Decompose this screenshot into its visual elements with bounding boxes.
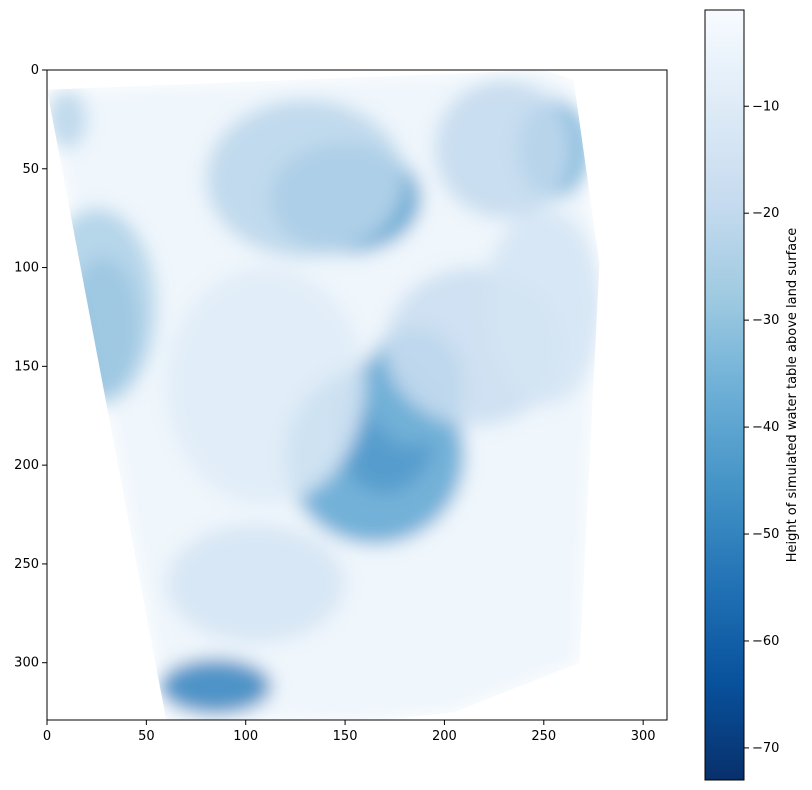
y-tick-label: 250 (14, 557, 39, 572)
colorbar-tick-label: −70 (752, 741, 779, 756)
heatmap-layer (47, 70, 647, 720)
colorbar-tick-label: −10 (752, 99, 779, 114)
heatmap-cell-6 (47, 208, 157, 406)
x-tick-label: 250 (531, 729, 556, 744)
heatmap-cell-9 (434, 79, 574, 219)
y-tick-label: 300 (14, 656, 39, 671)
y-axis: 0 50 100 150 200 250 300 (14, 63, 47, 671)
x-tick-label: 0 (43, 729, 51, 744)
y-tick-label: 200 (14, 458, 39, 473)
colorbar-tick-label: −20 (752, 206, 779, 221)
y-tick-label: 50 (22, 162, 39, 177)
colorbar-tick-label: −40 (752, 420, 779, 435)
heatmap-cell-7 (160, 658, 272, 715)
y-tick-label: 100 (14, 261, 39, 276)
x-tick-label: 50 (138, 729, 155, 744)
heatmap-cell-11 (166, 267, 365, 505)
y-tick-label: 0 (31, 63, 39, 78)
colorbar-tick-label: −60 (752, 634, 779, 649)
x-tick-label: 100 (233, 729, 258, 744)
heatmap-cell-10 (166, 524, 346, 643)
heatmap-cell-15 (599, 568, 647, 600)
y-tick-label: 150 (14, 359, 39, 374)
colorbar-tick-label: −50 (752, 527, 779, 542)
x-tick-label: 200 (432, 729, 457, 744)
x-axis: 0 50 100 150 200 250 300 (43, 720, 656, 744)
heatmap-cell-1 (205, 99, 405, 258)
colorbar-label: Height of simulated water table above la… (785, 228, 800, 563)
x-tick-label: 150 (333, 729, 358, 744)
heatmap-cell-14 (484, 208, 600, 406)
x-tick-label: 300 (631, 729, 656, 744)
colorbar-tick-label: −30 (752, 313, 779, 328)
colorbar-ticks: −10 −20 −30 −40 −50 −60 −70 (744, 99, 779, 756)
plot-frame (46, 69, 668, 721)
colorbar (704, 9, 745, 781)
heatmap-area (47, 70, 647, 720)
heatmap-cell-12 (47, 89, 87, 150)
